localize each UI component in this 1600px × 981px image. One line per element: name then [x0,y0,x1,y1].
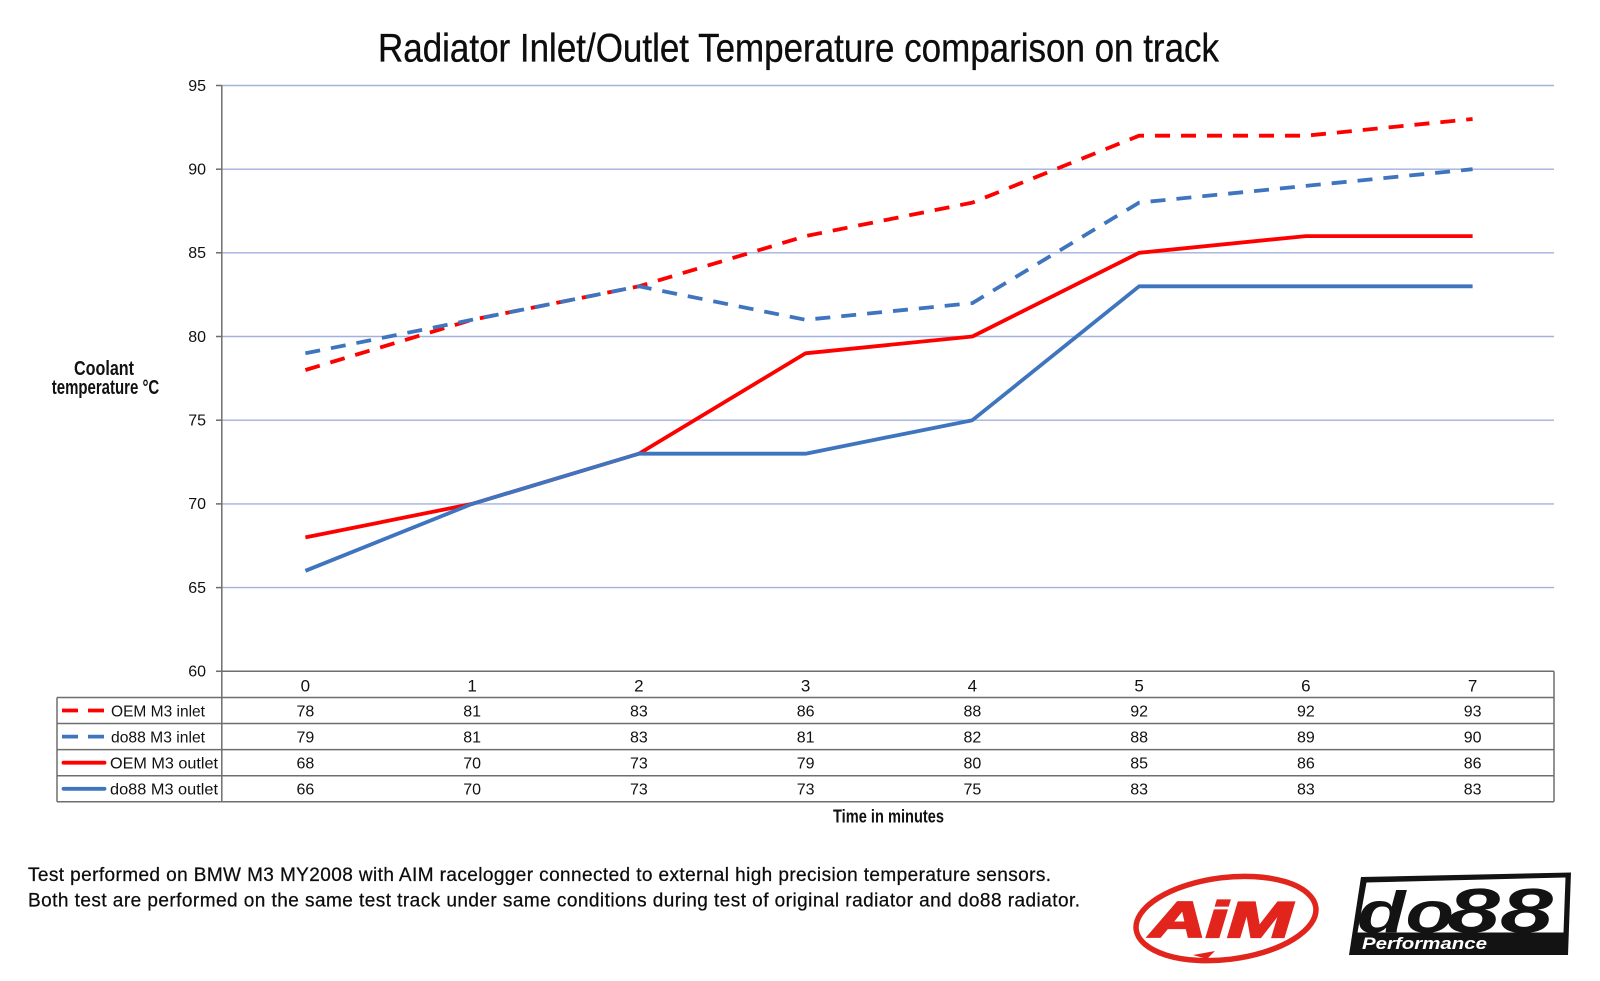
svg-text:80: 80 [964,756,982,773]
svg-text:83: 83 [1464,782,1482,799]
svg-text:85: 85 [1130,756,1148,773]
svg-text:83: 83 [630,703,648,720]
svg-text:88: 88 [1447,877,1553,947]
svg-text:1: 1 [467,677,476,696]
svg-text:60: 60 [188,664,206,681]
svg-text:75: 75 [964,782,982,799]
svg-text:0: 0 [301,677,310,696]
svg-text:70: 70 [188,496,206,513]
svg-text:73: 73 [797,782,815,799]
svg-text:93: 93 [1464,703,1482,720]
svg-text:OEM M3 outlet: OEM M3 outlet [110,756,219,773]
svg-text:6: 6 [1301,677,1310,696]
svg-text:7: 7 [1468,677,1477,696]
svg-text:80: 80 [188,329,206,346]
svg-text:do: do [1357,881,1454,946]
svg-text:92: 92 [1297,703,1315,720]
svg-text:83: 83 [1130,782,1148,799]
svg-text:Time in minutes: Time in minutes [833,807,944,827]
svg-text:90: 90 [188,162,206,179]
svg-text:do88 M3 outlet: do88 M3 outlet [110,782,219,799]
svg-text:75: 75 [188,413,206,430]
svg-text:Both test are performed on the: Both test are performed on the same test… [28,891,1080,912]
svg-text:88: 88 [964,703,982,720]
svg-text:88: 88 [1130,730,1148,747]
svg-text:70: 70 [463,756,481,773]
svg-text:85: 85 [188,245,206,262]
svg-text:82: 82 [964,730,982,747]
svg-text:92: 92 [1130,703,1148,720]
svg-text:78: 78 [297,703,315,720]
svg-text:86: 86 [1297,756,1315,773]
svg-text:79: 79 [297,730,315,747]
svg-text:4: 4 [968,677,977,696]
svg-text:81: 81 [797,730,815,747]
svg-text:86: 86 [1464,756,1482,773]
svg-text:66: 66 [297,782,315,799]
svg-text:5: 5 [1134,677,1143,696]
svg-text:Test performed on BMW M3 MY200: Test performed on BMW M3 MY2008 with AIM… [28,865,1051,886]
svg-text:73: 73 [630,756,648,773]
svg-text:90: 90 [1464,730,1482,747]
svg-text:AiM: AiM [1147,892,1294,948]
svg-text:81: 81 [463,730,481,747]
svg-text:70: 70 [463,782,481,799]
svg-text:3: 3 [801,677,810,696]
svg-text:81: 81 [463,703,481,720]
svg-text:do88 M3 inlet: do88 M3 inlet [111,730,206,747]
svg-text:65: 65 [188,580,206,597]
svg-text:68: 68 [297,756,315,773]
svg-text:Performance: Performance [1362,934,1487,953]
svg-text:Coolant: Coolant [74,358,134,380]
svg-text:86: 86 [797,703,815,720]
svg-text:OEM M3 inlet: OEM M3 inlet [111,703,206,720]
svg-text:83: 83 [1297,782,1315,799]
svg-text:95: 95 [188,78,206,95]
svg-text:89: 89 [1297,730,1315,747]
svg-text:2: 2 [634,677,643,696]
svg-text:temperature °C: temperature °C [52,377,160,399]
svg-text:83: 83 [630,730,648,747]
svg-text:79: 79 [797,756,815,773]
svg-text:73: 73 [630,782,648,799]
svg-text:Radiator Inlet/Outlet Temperat: Radiator Inlet/Outlet Temperature compar… [378,27,1220,71]
